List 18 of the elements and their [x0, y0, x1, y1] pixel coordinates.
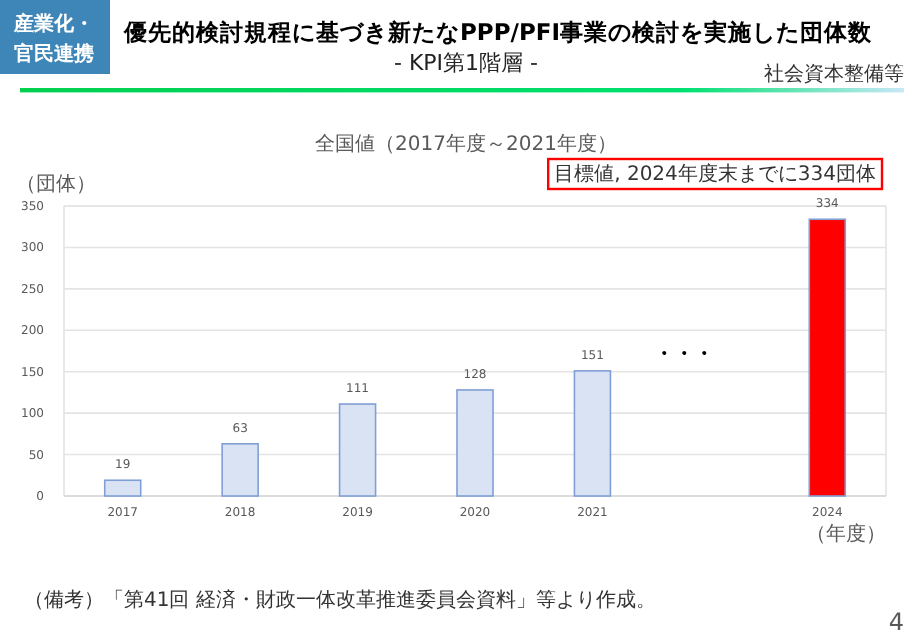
- text: 全国値（2017年度～2021年度）: [315, 132, 617, 156]
- bar: [456, 389, 494, 497]
- y-axis-title: （団体）: [16, 172, 96, 196]
- bar: [103, 479, 142, 497]
- bar: [338, 403, 377, 497]
- text: 目標値, 2024年度末までに334団体: [554, 162, 876, 186]
- annotation: ・・・: [654, 344, 714, 366]
- bar: [573, 370, 612, 497]
- chart-title: 優先的検討規程に基づき新たなPPP/PFI事業の検討を実施した団体数: [122, 18, 875, 46]
- text: 官民連携: [14, 42, 94, 66]
- text: （備考）「第41回 経済・財政一体改革推進委員会資料」等より作成。: [24, 588, 656, 612]
- text: 4: [888, 608, 904, 636]
- bar: [808, 218, 847, 497]
- bar: [221, 443, 259, 497]
- text: 社会資本整備等: [764, 62, 904, 86]
- x-axis-title: （年度）: [806, 522, 886, 546]
- chart-subtitle: - KPI第1階層 -: [393, 50, 539, 76]
- text: 産業化・: [12, 12, 94, 36]
